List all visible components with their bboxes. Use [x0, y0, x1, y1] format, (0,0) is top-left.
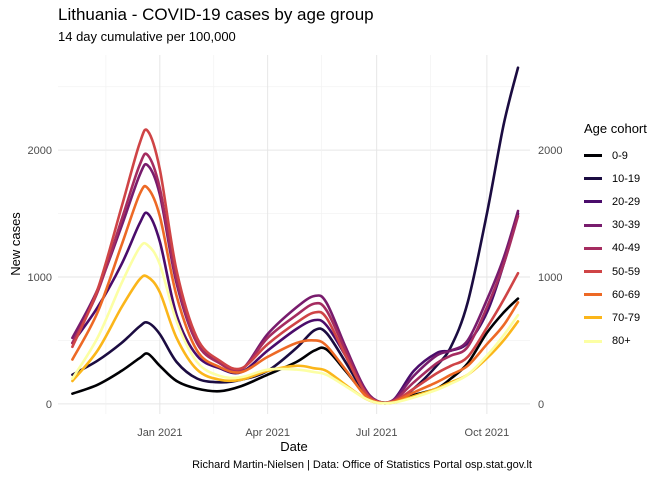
legend-swatch [584, 154, 602, 158]
legend: Age cohort 0-9 10-19 20-29 30-39 40-49 50-59 6… [584, 121, 647, 353]
series-line-60-69 [71, 184, 520, 405]
x-axis-title: Date [280, 439, 307, 454]
legend-item: 80+ [584, 330, 647, 353]
series-line-30-39 [71, 162, 520, 405]
legend-item: 0-9 [584, 144, 647, 167]
legend-label: 80+ [612, 335, 631, 348]
y-axis-title: New cases [8, 212, 23, 276]
y-tick-label-right: 2000 [538, 145, 562, 157]
legend-item: 20-29 [584, 190, 647, 213]
y-tick-label-left: 0 [46, 399, 52, 411]
legend-label: 20-29 [612, 195, 641, 208]
series-line-50-59 [71, 128, 520, 405]
chart-subtitle: 14 day cumulative per 100,000 [58, 29, 236, 44]
series-line-0-9 [71, 297, 520, 404]
series-line-10-19 [71, 66, 520, 405]
legend-item: 30-39 [584, 214, 647, 237]
series-lines [71, 66, 520, 405]
y-tick-label-left: 2000 [28, 145, 52, 157]
legend-swatch [584, 270, 602, 274]
legend-label: 50-59 [612, 265, 641, 278]
y-tick-label-right: 1000 [538, 272, 562, 284]
legend-item: 10-19 [584, 167, 647, 190]
legend-label: 60-69 [612, 288, 641, 301]
axis-labels: 0 0 1000 1000 2000 2000 Jan 2021 Apr 2021 Jul 20… [28, 145, 563, 439]
legend-swatch [584, 200, 602, 204]
legend-item: 70-79 [584, 306, 647, 329]
x-tick-label: Apr 2021 [245, 427, 290, 439]
y-tick-label-left: 1000 [28, 272, 52, 284]
series-line-40-49 [71, 152, 520, 405]
legend-swatch [584, 293, 602, 297]
legend-label: 10-19 [612, 172, 641, 185]
legend-swatch [584, 177, 602, 181]
chart-caption: Richard Martin-Nielsen | Data: Office of… [192, 459, 532, 471]
legend-swatch [584, 246, 602, 250]
legend-swatch [584, 339, 602, 343]
chart-title: Lithuania - COVID-19 cases by age group [58, 5, 374, 24]
legend-label: 30-39 [612, 219, 641, 232]
x-tick-label: Oct 2021 [465, 427, 510, 439]
legend-label: 40-49 [612, 242, 641, 255]
legend-title: Age cohort [584, 121, 647, 136]
legend-label: 70-79 [612, 311, 641, 324]
legend-swatch [584, 316, 602, 320]
legend-item: 40-49 [584, 237, 647, 260]
grid-lines [58, 55, 530, 414]
legend-item: 50-59 [584, 260, 647, 283]
y-tick-label-right: 0 [538, 399, 544, 411]
x-tick-label: Jul 2021 [356, 427, 398, 439]
legend-label: 0-9 [612, 149, 628, 162]
series-line-80+ [71, 241, 520, 405]
x-tick-label: Jan 2021 [137, 427, 182, 439]
legend-item: 60-69 [584, 283, 647, 306]
legend-swatch [584, 223, 602, 227]
